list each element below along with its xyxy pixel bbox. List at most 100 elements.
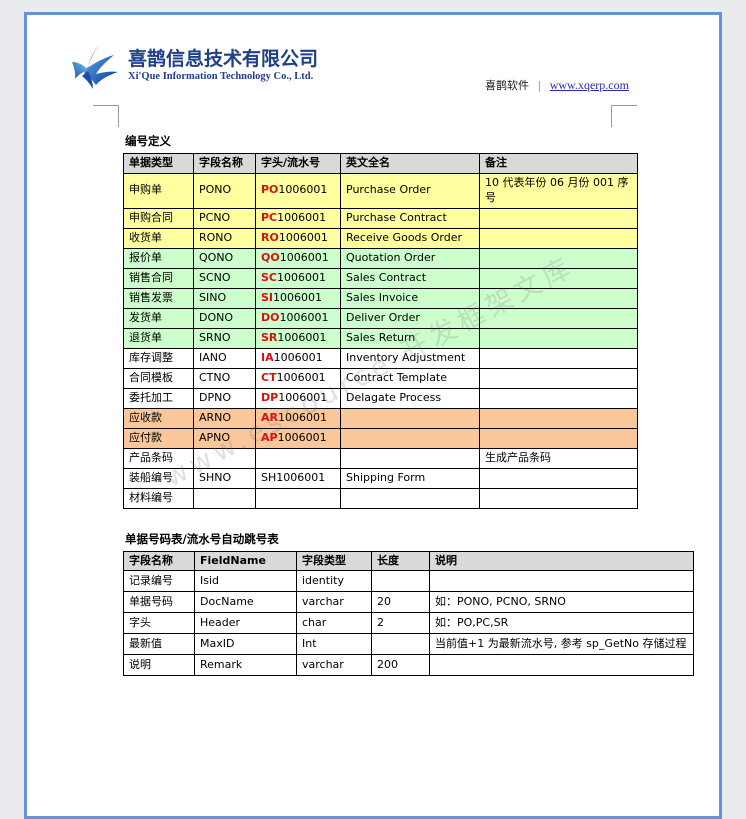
cell-type: 装船编号 [123,467,194,489]
cell-fieldname: Remark [194,654,297,677]
cell-type: 申购单 [123,172,194,209]
cell-serial [255,447,341,469]
page-content-area: 喜鹊信息技术有限公司 Xi'Que Information Technology… [27,15,719,816]
table-row: 申购合同 PCNO PC1006001 Purchase Contract [123,207,638,229]
cell-remark: 生成产品条码 [479,447,638,469]
col-header-datatype: 字段类型 [296,550,372,572]
cell-field: SRNO [193,327,256,349]
cell-desc [429,654,694,677]
cell-field: CTNO [193,367,256,389]
serial-number: 1006001 [273,350,323,364]
cell-field: QONO [193,247,256,269]
table-row: 合同模板 CTNO CT1006001 Contract Template [123,367,638,389]
cell-field: IANO [193,347,256,369]
col-header-remark: 备注 [479,153,638,174]
cell-field: DONO [193,307,256,329]
table-row: 收货单 RONO RO1006001 Receive Goods Order [123,227,638,249]
cell-serial: SH1006001 [255,467,341,489]
table-row: 字头 Header char 2 如：PO,PC,SR [123,612,694,635]
header-corner-mark-right [611,105,637,127]
header-divider: | [537,79,542,92]
cell-type: 销售合同 [123,267,194,289]
serial-prefix: AR [261,410,278,424]
cell-field: ARNO [193,407,256,429]
cell-type: 报价单 [123,247,194,269]
company-brand: 喜鹊信息技术有限公司 Xi'Que Information Technology… [69,41,318,91]
serial-prefix: DP [261,390,279,404]
serial-prefix: RO [261,230,279,244]
cell-remark [479,407,638,429]
section-title-number-definition: 编号定义 [125,134,171,148]
cell-en [340,407,480,429]
cell-type: 产品条码 [123,447,194,469]
cell-remark: 10 代表年份 06 月份 001 序号 [479,172,638,209]
serial-number: 1006001 [278,390,328,404]
docno-schema-table-body: 记录编号 Isid identity 单据号码 DocName varchar 20 如：PO… [123,570,694,677]
cell-name: 记录编号 [123,570,195,593]
cell-serial: AR1006001 [255,407,341,429]
cell-type: 应收款 [123,407,194,429]
col-header-length: 长度 [371,550,430,572]
table-row: 应收款 ARNO AR1006001 [123,407,638,429]
cell-en: Sales Contract [340,267,480,289]
cell-serial: DO1006001 [255,307,341,329]
table-row: 说明 Remark varchar 200 [123,654,694,677]
cell-remark [479,287,638,309]
cell-field [193,447,256,469]
cell-remark [479,227,638,249]
cell-length: 200 [371,654,430,677]
serial-number: 1006001 [273,290,323,304]
serial-prefix: CT [261,370,277,384]
section-title-docno-table: 单据号码表/流水号自动跳号表 [125,531,279,546]
cell-en [340,487,480,509]
cell-desc [429,570,694,593]
cell-type: 委托加工 [123,387,194,409]
cell-type: 库存调整 [123,347,194,369]
cell-datatype: varchar [296,591,372,614]
cell-en: Purchase Contract [340,207,480,229]
serial-prefix: PO [261,183,279,197]
cell-en [340,447,480,469]
cell-serial: IA1006001 [255,347,341,369]
serial-prefix: SC [261,270,277,284]
cell-fieldname: DocName [194,591,297,614]
table-row: 最新值 MaxID Int 当前值+1 为最新流水号, 参考 sp_GetNo 存储过… [123,633,694,656]
serial-number: 1006001 [276,370,326,384]
col-header-field-name: 字段名称 [193,153,256,174]
cell-remark [479,307,638,329]
company-website-link[interactable]: www.xqerp.com [549,78,629,92]
table-row: 报价单 QONO QO1006001 Quotation Order [123,247,638,269]
table-row: 委托加工 DPNO DP1006001 Delagate Process [123,387,638,409]
cell-field: SCNO [193,267,256,289]
cell-remark [479,427,638,449]
cell-length: 2 [371,612,430,635]
cell-remark [479,327,638,349]
cell-field: SINO [193,287,256,309]
number-definition-table: 单据类型 字段名称 字头/流水号 英文全名 备注 申购单 PONO PO100600… [123,153,638,509]
cell-en: Sales Return [340,327,480,349]
cell-remark [479,487,638,509]
serial-prefix: PC [261,210,278,224]
serial-prefix: QO [261,250,280,264]
cell-en: Shipping Form [340,467,480,489]
table-row: 材料编号 [123,487,638,509]
cell-desc: 如：PONO, PCNO, SRNO [429,591,694,614]
serial-number: 1006001 [278,230,328,244]
cell-serial: PO1006001 [255,172,341,209]
cell-fieldname: Header [194,612,297,635]
cell-field: PCNO [193,207,256,229]
cell-field: APNO [193,427,256,449]
serial-number: 1006001 [277,270,326,284]
table-header-row: 单据类型 字段名称 字头/流水号 英文全名 备注 [123,153,638,174]
serial-prefix: SI [261,290,274,304]
cell-remark [479,267,638,289]
cell-type: 应付款 [123,427,194,449]
cell-serial: SR1006001 [255,327,341,349]
company-name-en: Xi'Que Information Technology Co., Ltd. [128,71,314,83]
header-right-block: 喜鹊软件 | www.xqerp.com [485,77,629,93]
cell-length [371,633,430,656]
cell-en: Deliver Order [340,307,480,329]
docno-schema-table: 字段名称 FieldName 字段类型 长度 说明 记录编号 Isid identi… [123,550,694,677]
cell-serial: AP1006001 [255,427,341,449]
